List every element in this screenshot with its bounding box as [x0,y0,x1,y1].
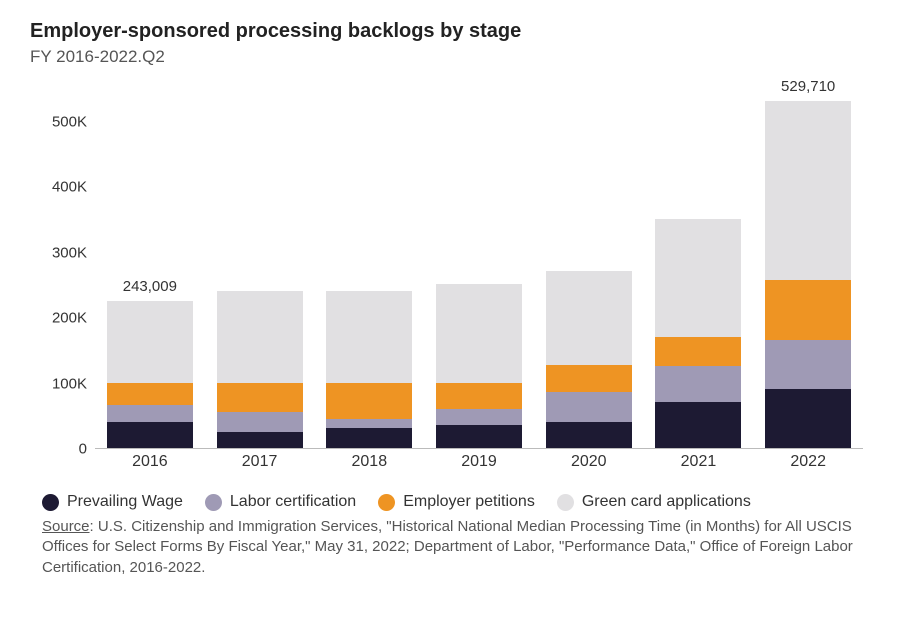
x-tick-label: 2020 [534,453,644,479]
bar-segment-prevailing-wage [326,428,412,448]
chart-subtitle: FY 2016-2022.Q2 [30,47,873,67]
chart-title: Employer-sponsored processing backlogs b… [30,20,873,43]
bar-group: 529,710 [753,101,863,448]
bar-segment-labor-cert [107,405,193,421]
x-tick-label: 2022 [753,453,863,479]
bar-segment-green-card [765,101,851,280]
bar-segment-prevailing-wage [217,432,303,448]
bar-segment-green-card [546,271,632,365]
bar-segment-green-card [107,301,193,383]
bar-segment-prevailing-wage [655,402,741,448]
bar-segment-employer-petitions [107,383,193,406]
bar-stack [326,291,412,448]
bar-group [205,291,315,448]
x-tick-label: 2019 [424,453,534,479]
bar-stack [107,301,193,448]
legend-swatch [557,494,574,511]
legend-label: Prevailing Wage [67,493,183,511]
legend-label: Labor certification [230,493,356,511]
bar-group [424,284,534,448]
bar-segment-employer-petitions [217,383,303,412]
bar-segment-green-card [326,291,412,383]
bar-segment-labor-cert [765,340,851,389]
bar-segment-labor-cert [326,419,412,429]
legend-item: Labor certification [205,493,356,511]
bar-total-label: 243,009 [123,278,177,295]
legend-swatch [42,494,59,511]
legend-item: Green card applications [557,493,751,511]
bar-segment-labor-cert [436,409,522,425]
source-label: Source [42,518,90,535]
y-tick-label: 200K [52,310,87,327]
bar-segment-labor-cert [655,366,741,402]
bar-group [534,271,644,448]
bar-segment-prevailing-wage [107,422,193,448]
x-tick-label: 2021 [644,453,754,479]
bar-stack [436,284,522,448]
x-tick-label: 2017 [205,453,315,479]
bar-segment-employer-petitions [546,365,632,392]
y-axis: 0100K200K300K400K500K [40,89,95,449]
bar-segment-green-card [217,291,303,383]
bar-group [314,291,424,448]
y-tick-label: 500K [52,113,87,130]
bar-stack [217,291,303,448]
chart-region: 0 100K 200K 300K 400K 500K 243,009 529,710 201… [40,89,873,479]
bar-segment-prevailing-wage [436,425,522,448]
plot-area: 243,009 529,710 [95,89,863,449]
legend-item: Prevailing Wage [42,493,183,511]
bar-segment-green-card [655,219,741,337]
bar-stack [765,101,851,448]
legend-swatch [205,494,222,511]
bar-segment-employer-petitions [326,383,412,419]
bar-stack [546,271,632,448]
bar-total-label: 529,710 [781,78,835,95]
source-text: : U.S. Citizenship and Immigration Servi… [42,518,853,576]
y-tick-label: 300K [52,244,87,261]
x-axis: 2016201720182019202020212022 [95,453,863,479]
y-tick-label: 100K [52,375,87,392]
bar-stack [655,219,741,448]
bar-segment-employer-petitions [655,337,741,366]
y-tick-label: 0 [79,441,87,458]
bars-row: 243,009 529,710 [95,89,863,448]
legend-label: Employer petitions [403,493,535,511]
bar-segment-labor-cert [546,392,632,421]
bar-group: 243,009 [95,301,205,448]
legend: Prevailing Wage Labor certification Employ… [42,493,873,511]
y-tick-label: 400K [52,179,87,196]
bar-segment-green-card [436,284,522,382]
legend-item: Employer petitions [378,493,535,511]
x-tick-label: 2018 [314,453,424,479]
bar-group [644,219,754,448]
bar-segment-employer-petitions [765,280,851,340]
legend-swatch [378,494,395,511]
bar-segment-prevailing-wage [765,389,851,448]
bar-segment-prevailing-wage [546,422,632,448]
x-tick-label: 2016 [95,453,205,479]
bar-segment-labor-cert [217,412,303,432]
bar-segment-employer-petitions [436,383,522,409]
source-note: Source: U.S. Citizenship and Immigration… [42,517,872,578]
legend-label: Green card applications [582,493,751,511]
